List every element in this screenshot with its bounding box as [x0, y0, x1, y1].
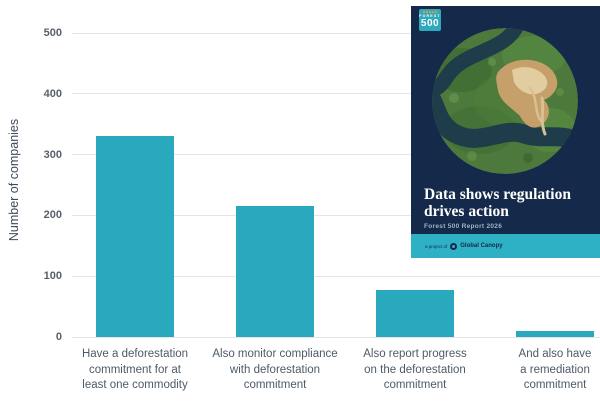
- gridline-100: [72, 275, 600, 277]
- footer-org-text: Global Canopy: [460, 243, 503, 249]
- gridline-200: [72, 214, 600, 216]
- category-label-1: Have a deforestation commitment for at lea…: [50, 347, 220, 394]
- y-tick-400: 400: [43, 87, 62, 100]
- gridline-0: [72, 336, 600, 338]
- gridline-400: [72, 93, 600, 95]
- category-label-line: commitment for at: [88, 363, 182, 376]
- forest500-logo: FOREST 500: [419, 9, 441, 31]
- forest-river-illustration: [432, 28, 578, 174]
- category-label-line: commitment: [243, 379, 307, 391]
- footer-prefix-text: a project of: [425, 243, 448, 249]
- cover-footer-content: a project of Global Canopy: [425, 242, 503, 250]
- y-tick-200: 200: [43, 209, 62, 222]
- cover-subtitle: Forest 500 Report 2026: [424, 223, 503, 230]
- report-cover: FOREST 500: [411, 6, 600, 258]
- logo-number: 500: [420, 18, 440, 29]
- logo-word: FOREST: [419, 14, 441, 18]
- category-label-line: least one commodity: [82, 379, 188, 391]
- y-tick-500: 500: [43, 27, 62, 39]
- category-label-line: on the deforestation: [364, 363, 466, 376]
- category-label-line: commitment: [383, 379, 447, 391]
- cover-footer-band: a project of Global Canopy: [411, 234, 600, 258]
- category-label-line: Also monitor compliance: [212, 348, 338, 360]
- category-label-3: Also report progress on the deforestation…: [330, 347, 500, 394]
- category-label-line: commitment: [523, 379, 587, 391]
- plot-area: [72, 32, 600, 338]
- aerial-forest-photo: [432, 28, 578, 174]
- bar-2: [236, 206, 314, 337]
- gridline-300: [72, 154, 600, 156]
- y-tick-0: 0: [55, 331, 62, 343]
- category-label-line: Have a deforestation: [81, 348, 189, 360]
- cover-title: Data shows regulation drives action: [424, 186, 571, 220]
- category-label-line: with deforestation: [229, 363, 321, 376]
- y-tick-300: 300: [43, 148, 62, 161]
- y-axis-title: Number of companies: [7, 118, 21, 242]
- category-label-line: And also have: [518, 348, 592, 360]
- category-label-4: And also have a remediation commitment: [470, 347, 600, 394]
- category-label-line: Also report progress: [363, 348, 467, 360]
- bar-3: [376, 290, 454, 337]
- gridline-500: [72, 32, 600, 34]
- category-label-line: a remediation: [520, 363, 590, 376]
- global-canopy-icon: [450, 242, 458, 250]
- bar-1: [96, 136, 174, 337]
- category-label-2: Also monitor compliance with deforestatio…: [190, 347, 360, 394]
- y-tick-100: 100: [43, 270, 62, 283]
- logo-dots-decoration: [423, 11, 437, 13]
- bar-4: [516, 330, 594, 337]
